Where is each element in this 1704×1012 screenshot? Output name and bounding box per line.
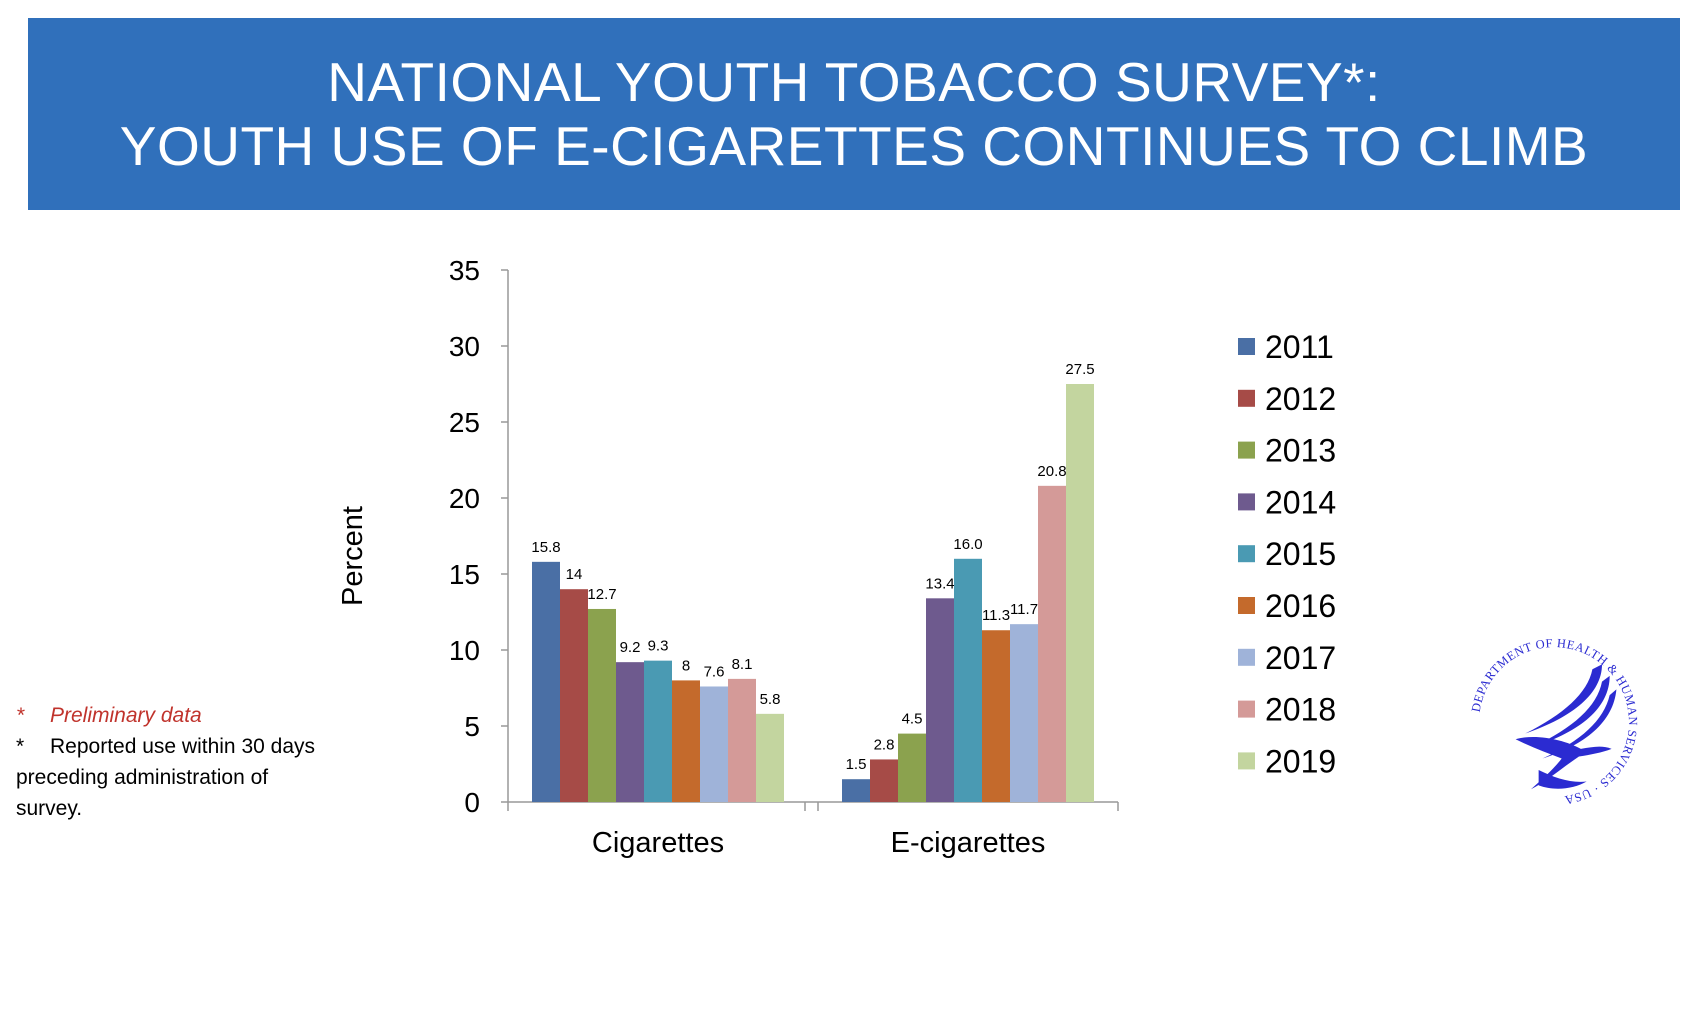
legend-swatch-2019 xyxy=(1238,752,1255,770)
legend-swatch-2014 xyxy=(1238,493,1255,511)
bar-2017-cigarettes xyxy=(700,686,728,802)
data-label: 20.8 xyxy=(1037,463,1066,480)
bar-2017-e-cigarettes xyxy=(1010,624,1038,802)
x-category-label: Cigarettes xyxy=(592,827,724,859)
legend-label-2017: 2017 xyxy=(1265,640,1336,676)
bar-2019-cigarettes xyxy=(756,713,784,802)
data-label: 1.5 xyxy=(846,756,867,773)
hhs-seal-logo: DEPARTMENT OF HEALTH & HUMAN SERVICES · … xyxy=(1469,636,1640,807)
data-label: 11.7 xyxy=(1010,601,1038,618)
legend-label-2012: 2012 xyxy=(1265,381,1336,417)
bar-2011-e-cigarettes xyxy=(842,779,870,802)
footnote-preliminary-text: Preliminary data xyxy=(50,704,202,727)
bar-2016-cigarettes xyxy=(672,680,700,802)
chart-bars: 15.8 1.5 14 2.8 12.7 4.5 9.2 13.4 9.3 16.0 8 11.3 7.… xyxy=(531,361,1095,802)
legend-swatch-2015 xyxy=(1238,545,1255,563)
bar-2012-cigarettes xyxy=(560,589,588,802)
y-tick-label: 5 xyxy=(464,711,480,742)
data-label: 13.4 xyxy=(925,575,954,592)
bar-2018-e-cigarettes xyxy=(1038,485,1066,802)
legend-label-2018: 2018 xyxy=(1265,692,1336,728)
legend-label-2014: 2014 xyxy=(1265,484,1336,520)
title-line-2: YOUTH USE OF E-CIGARETTES CONTINUES TO C… xyxy=(119,115,1589,177)
bar-2015-cigarettes xyxy=(644,660,672,802)
data-label: 7.6 xyxy=(704,663,725,680)
legend-label-2015: 2015 xyxy=(1265,536,1336,572)
footnotes: * Preliminary data * Reported use within 3… xyxy=(16,700,316,824)
title-banner: NATIONAL YOUTH TOBACCO SURVEY*: YOUTH US… xyxy=(28,18,1680,210)
footnote-definition-text: Reported use within 30 days preceding ad… xyxy=(16,735,315,820)
data-label: 27.5 xyxy=(1065,361,1094,378)
x-category-label: E-cigarettes xyxy=(891,827,1046,859)
y-tick-label: 25 xyxy=(449,407,480,438)
legend-swatch-2017 xyxy=(1238,648,1255,666)
legend-label-2011: 2011 xyxy=(1265,329,1334,365)
y-tick-label: 35 xyxy=(449,255,480,286)
legend-swatch-2018 xyxy=(1238,700,1255,718)
legend-label-2019: 2019 xyxy=(1265,743,1336,779)
bar-2014-cigarettes xyxy=(616,662,644,802)
legend-swatch-2016 xyxy=(1238,597,1255,614)
footnote-definition: * Reported use within 30 days preceding a… xyxy=(16,731,316,824)
data-label: 2.8 xyxy=(874,736,895,753)
data-label: 11.3 xyxy=(982,607,1010,624)
y-tick-label: 20 xyxy=(449,483,480,514)
chart-axes: 0 5 10 15 20 25 30 35 Percent Cigarettes E-cigaret… xyxy=(337,255,1119,859)
bar-2013-cigarettes xyxy=(588,608,616,802)
bar-2018-cigarettes xyxy=(728,678,756,802)
legend-label-2016: 2016 xyxy=(1265,588,1336,624)
eagle-icon xyxy=(1515,664,1617,790)
data-label: 4.5 xyxy=(902,711,923,728)
legend-label-2013: 2013 xyxy=(1265,433,1336,469)
y-tick-label: 10 xyxy=(449,635,480,666)
data-label: 5.8 xyxy=(760,691,781,708)
data-label: 15.8 xyxy=(531,539,560,556)
y-tick-label: 15 xyxy=(449,559,480,590)
y-axis-label: Percent xyxy=(337,506,369,606)
footnote-asterisk: * xyxy=(16,735,25,758)
data-label: 8 xyxy=(682,657,690,674)
data-label: 9.3 xyxy=(648,638,669,655)
data-label: 14 xyxy=(566,566,583,583)
data-label: 9.2 xyxy=(620,639,641,656)
data-label: 16.0 xyxy=(953,536,982,553)
bar-2019-e-cigarettes xyxy=(1066,384,1094,802)
chart-legend: 2011 2012 2013 2014 2015 2016 2017 2018 2019 xyxy=(1238,329,1336,779)
bar-2011-cigarettes xyxy=(532,561,560,802)
bar-2015-e-cigarettes xyxy=(954,558,982,802)
y-tick-label: 30 xyxy=(449,331,480,362)
bar-2016-e-cigarettes xyxy=(982,630,1010,802)
footnote-preliminary: * Preliminary data xyxy=(16,700,316,731)
bar-2013-e-cigarettes xyxy=(898,733,926,802)
legend-swatch-2011 xyxy=(1238,338,1255,355)
legend-swatch-2013 xyxy=(1238,441,1255,459)
bar-2012-e-cigarettes xyxy=(870,759,898,802)
title-line-1: NATIONAL YOUTH TOBACCO SURVEY*: xyxy=(327,51,1381,113)
legend-swatch-2012 xyxy=(1238,389,1255,407)
bar-2014-e-cigarettes xyxy=(926,598,954,802)
data-label: 8.1 xyxy=(732,656,753,673)
data-label: 12.7 xyxy=(587,586,616,603)
y-tick-label: 0 xyxy=(464,787,480,818)
footnote-asterisk: * xyxy=(16,704,25,727)
